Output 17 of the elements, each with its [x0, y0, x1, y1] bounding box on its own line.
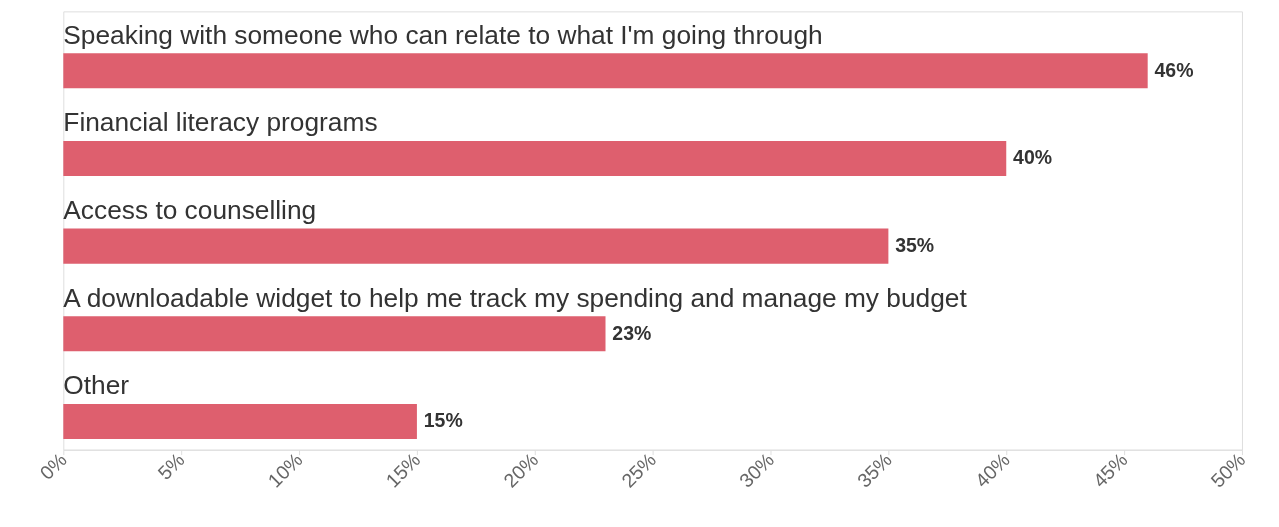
data-label: 35% — [895, 233, 935, 256]
x-tick-label: 50% — [1206, 448, 1250, 492]
y-tick-label: Speaking with someone who can relate to what I'm going through — [63, 19, 823, 50]
data-label: 40% — [1013, 146, 1053, 169]
x-tick-label: 35% — [852, 448, 896, 492]
x-tick-label: 5% — [153, 448, 189, 484]
x-tick-label: 0% — [35, 448, 71, 484]
y-tick-label: Financial literacy programs — [63, 107, 378, 138]
data-label: 23% — [612, 321, 652, 344]
x-tick-label: 45% — [1088, 448, 1132, 492]
y-tick-label: Other — [63, 370, 130, 401]
data-label: 15% — [423, 409, 463, 432]
x-tick-label: 40% — [970, 448, 1014, 492]
y-tick-label: Access to counselling — [63, 194, 317, 225]
y-tick-label: A downloadable widget to help me track my spending and manage my budget — [63, 282, 968, 313]
x-tick-label: 30% — [734, 448, 778, 492]
data-label: 46% — [1154, 58, 1194, 81]
